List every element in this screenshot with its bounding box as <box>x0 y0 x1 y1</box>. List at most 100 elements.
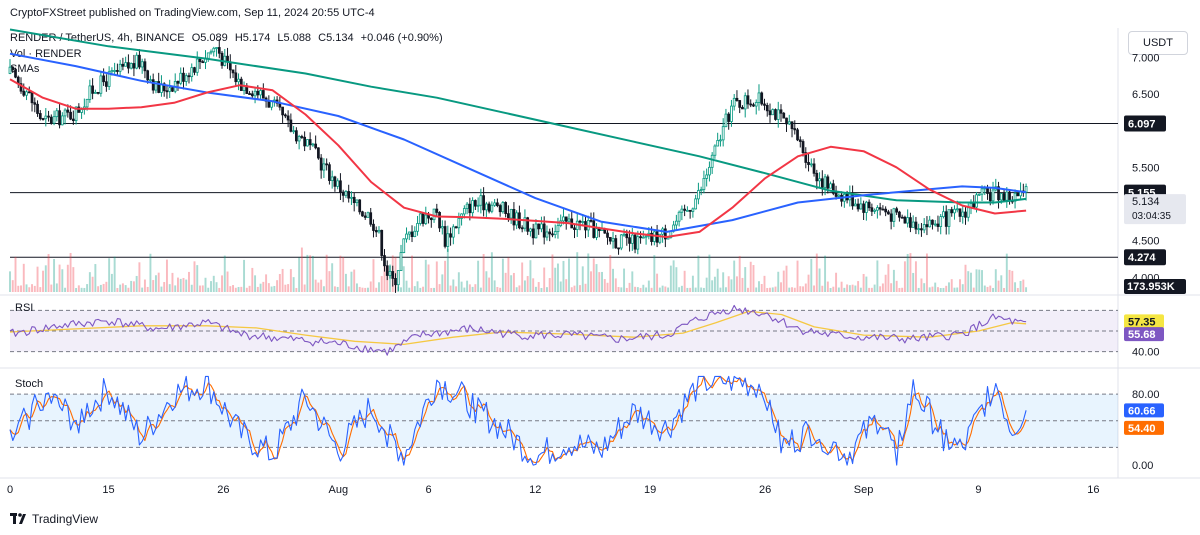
volume-bar <box>102 283 105 292</box>
currency-button[interactable]: USDT <box>1128 31 1188 55</box>
candle-body <box>165 90 169 93</box>
candle-body <box>44 115 48 120</box>
candle-body <box>754 102 758 107</box>
volume-bar <box>433 287 436 292</box>
candle-body <box>721 126 725 141</box>
volume-bar <box>892 269 895 292</box>
candle-body <box>322 163 326 171</box>
volume-bar <box>579 285 581 292</box>
sma-legend[interactable]: SMAs <box>10 63 40 75</box>
volume-bar <box>367 287 369 292</box>
volume-bar <box>568 258 570 292</box>
candle-body <box>812 163 816 174</box>
volume-bar <box>942 287 945 292</box>
candle-body <box>451 226 455 238</box>
candle-body <box>641 236 645 239</box>
sma-200-line <box>9 28 1027 204</box>
level-price-label: 6.097 <box>1128 119 1156 131</box>
level-price-tag <box>1124 249 1166 266</box>
candle-body <box>760 92 764 105</box>
volume-bar <box>1011 270 1014 292</box>
candle-body <box>988 193 992 202</box>
volume-bar <box>945 285 948 292</box>
volume-bar <box>221 275 223 292</box>
volume-bar <box>190 284 193 292</box>
candle-body <box>856 203 860 210</box>
volume-bar <box>361 287 364 292</box>
candle-body <box>77 106 81 113</box>
candle-body <box>768 110 772 116</box>
volume-bar <box>857 281 860 292</box>
candle-body <box>699 189 703 191</box>
candle-body <box>341 191 345 196</box>
candle-body <box>132 63 136 69</box>
volume-bar <box>1003 287 1006 292</box>
candle-body <box>201 61 205 64</box>
candle-body <box>867 201 871 209</box>
volume-bar <box>171 272 174 292</box>
candle-body <box>785 117 788 125</box>
candle-body <box>105 81 108 87</box>
volume-bar <box>69 252 72 292</box>
candle-body <box>765 104 769 112</box>
level-price-tag <box>1124 115 1166 132</box>
volume-bar <box>207 287 210 292</box>
candle-body <box>763 103 766 106</box>
volume-bar <box>449 285 452 292</box>
volume-bar <box>130 280 133 292</box>
candle-body <box>418 213 422 224</box>
candle-body <box>691 208 695 212</box>
volume-bar <box>55 283 58 292</box>
candle-body <box>889 213 893 222</box>
volume-bar <box>774 286 777 292</box>
candle-body <box>339 180 342 193</box>
volume-bar <box>339 255 342 292</box>
candle-body <box>352 196 356 204</box>
volume-bar <box>680 285 683 292</box>
price-tick-label: 4.500 <box>1132 236 1160 248</box>
volume-bar <box>510 275 513 292</box>
candle-body <box>741 106 744 110</box>
candle-body <box>454 226 458 229</box>
candle-body <box>314 143 318 149</box>
candle-body <box>446 233 450 247</box>
candle-body <box>595 228 598 238</box>
volume-bar <box>832 286 835 292</box>
stoch-k-value: 60.66 <box>1128 405 1156 417</box>
volume-bar <box>738 255 741 292</box>
tradingview-logo[interactable]: TradingView <box>10 512 98 526</box>
volume-bar <box>741 277 744 292</box>
volume-bar <box>488 277 491 292</box>
volume-bar <box>573 285 576 292</box>
time-tick-label: 15 <box>102 484 114 496</box>
volume-bar <box>333 286 336 292</box>
symbol-legend[interactable]: RENDER / TetherUS, 4h, BINANCE O5.089 H5… <box>10 32 447 44</box>
candle-body <box>614 238 618 249</box>
candle-body <box>297 136 301 142</box>
candle-body <box>171 87 174 92</box>
volume-bar <box>702 287 705 292</box>
level-price-label: 4.274 <box>1128 252 1156 264</box>
stoch-tick-label: 80.00 <box>1132 389 1160 401</box>
candle-body <box>779 109 783 114</box>
candle-body <box>80 109 83 113</box>
candle-body <box>622 233 626 236</box>
candle-body <box>804 152 808 163</box>
candle-body <box>168 87 172 92</box>
candle-body <box>135 54 139 69</box>
volume-bar <box>747 287 749 292</box>
volume-bar <box>380 276 383 292</box>
time-tick-label: 16 <box>1087 484 1099 496</box>
candle-body <box>713 145 717 156</box>
candle-body <box>33 102 37 105</box>
volume-bar <box>923 283 926 292</box>
time-tick-label: 0 <box>7 484 13 496</box>
candle-body <box>958 208 962 217</box>
volume-bar <box>989 285 992 292</box>
ohlc-change: +0.046 (+0.90%) <box>360 32 443 44</box>
candle-body <box>416 223 419 232</box>
volume-bar <box>482 253 485 292</box>
volume-bar <box>317 282 320 292</box>
candle-body <box>41 118 45 120</box>
